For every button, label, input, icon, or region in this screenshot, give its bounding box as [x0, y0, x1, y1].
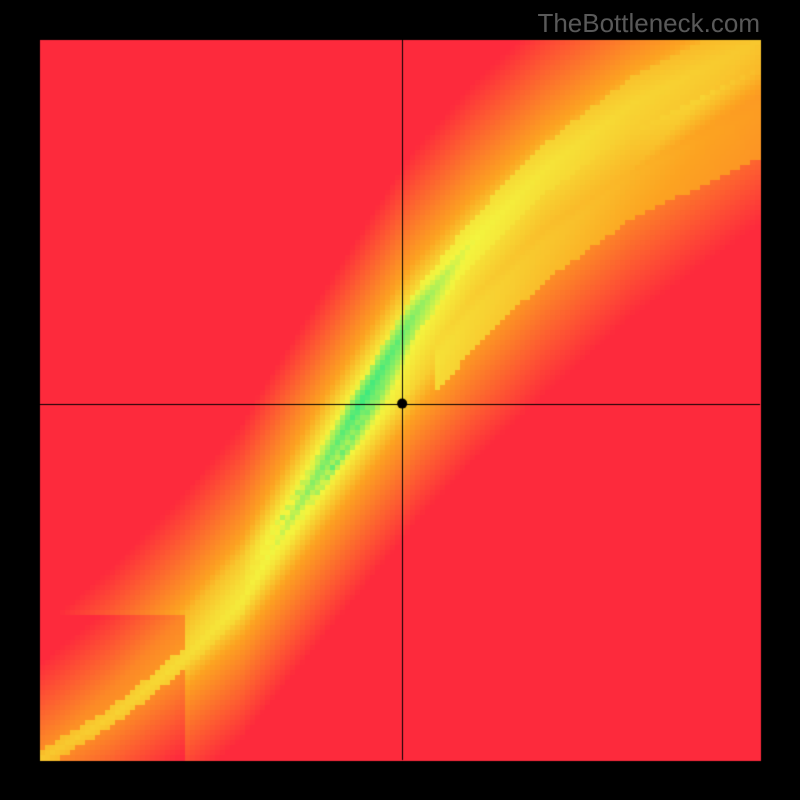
bottleneck-heatmap — [0, 0, 800, 800]
watermark-text: TheBottleneck.com — [537, 8, 760, 39]
